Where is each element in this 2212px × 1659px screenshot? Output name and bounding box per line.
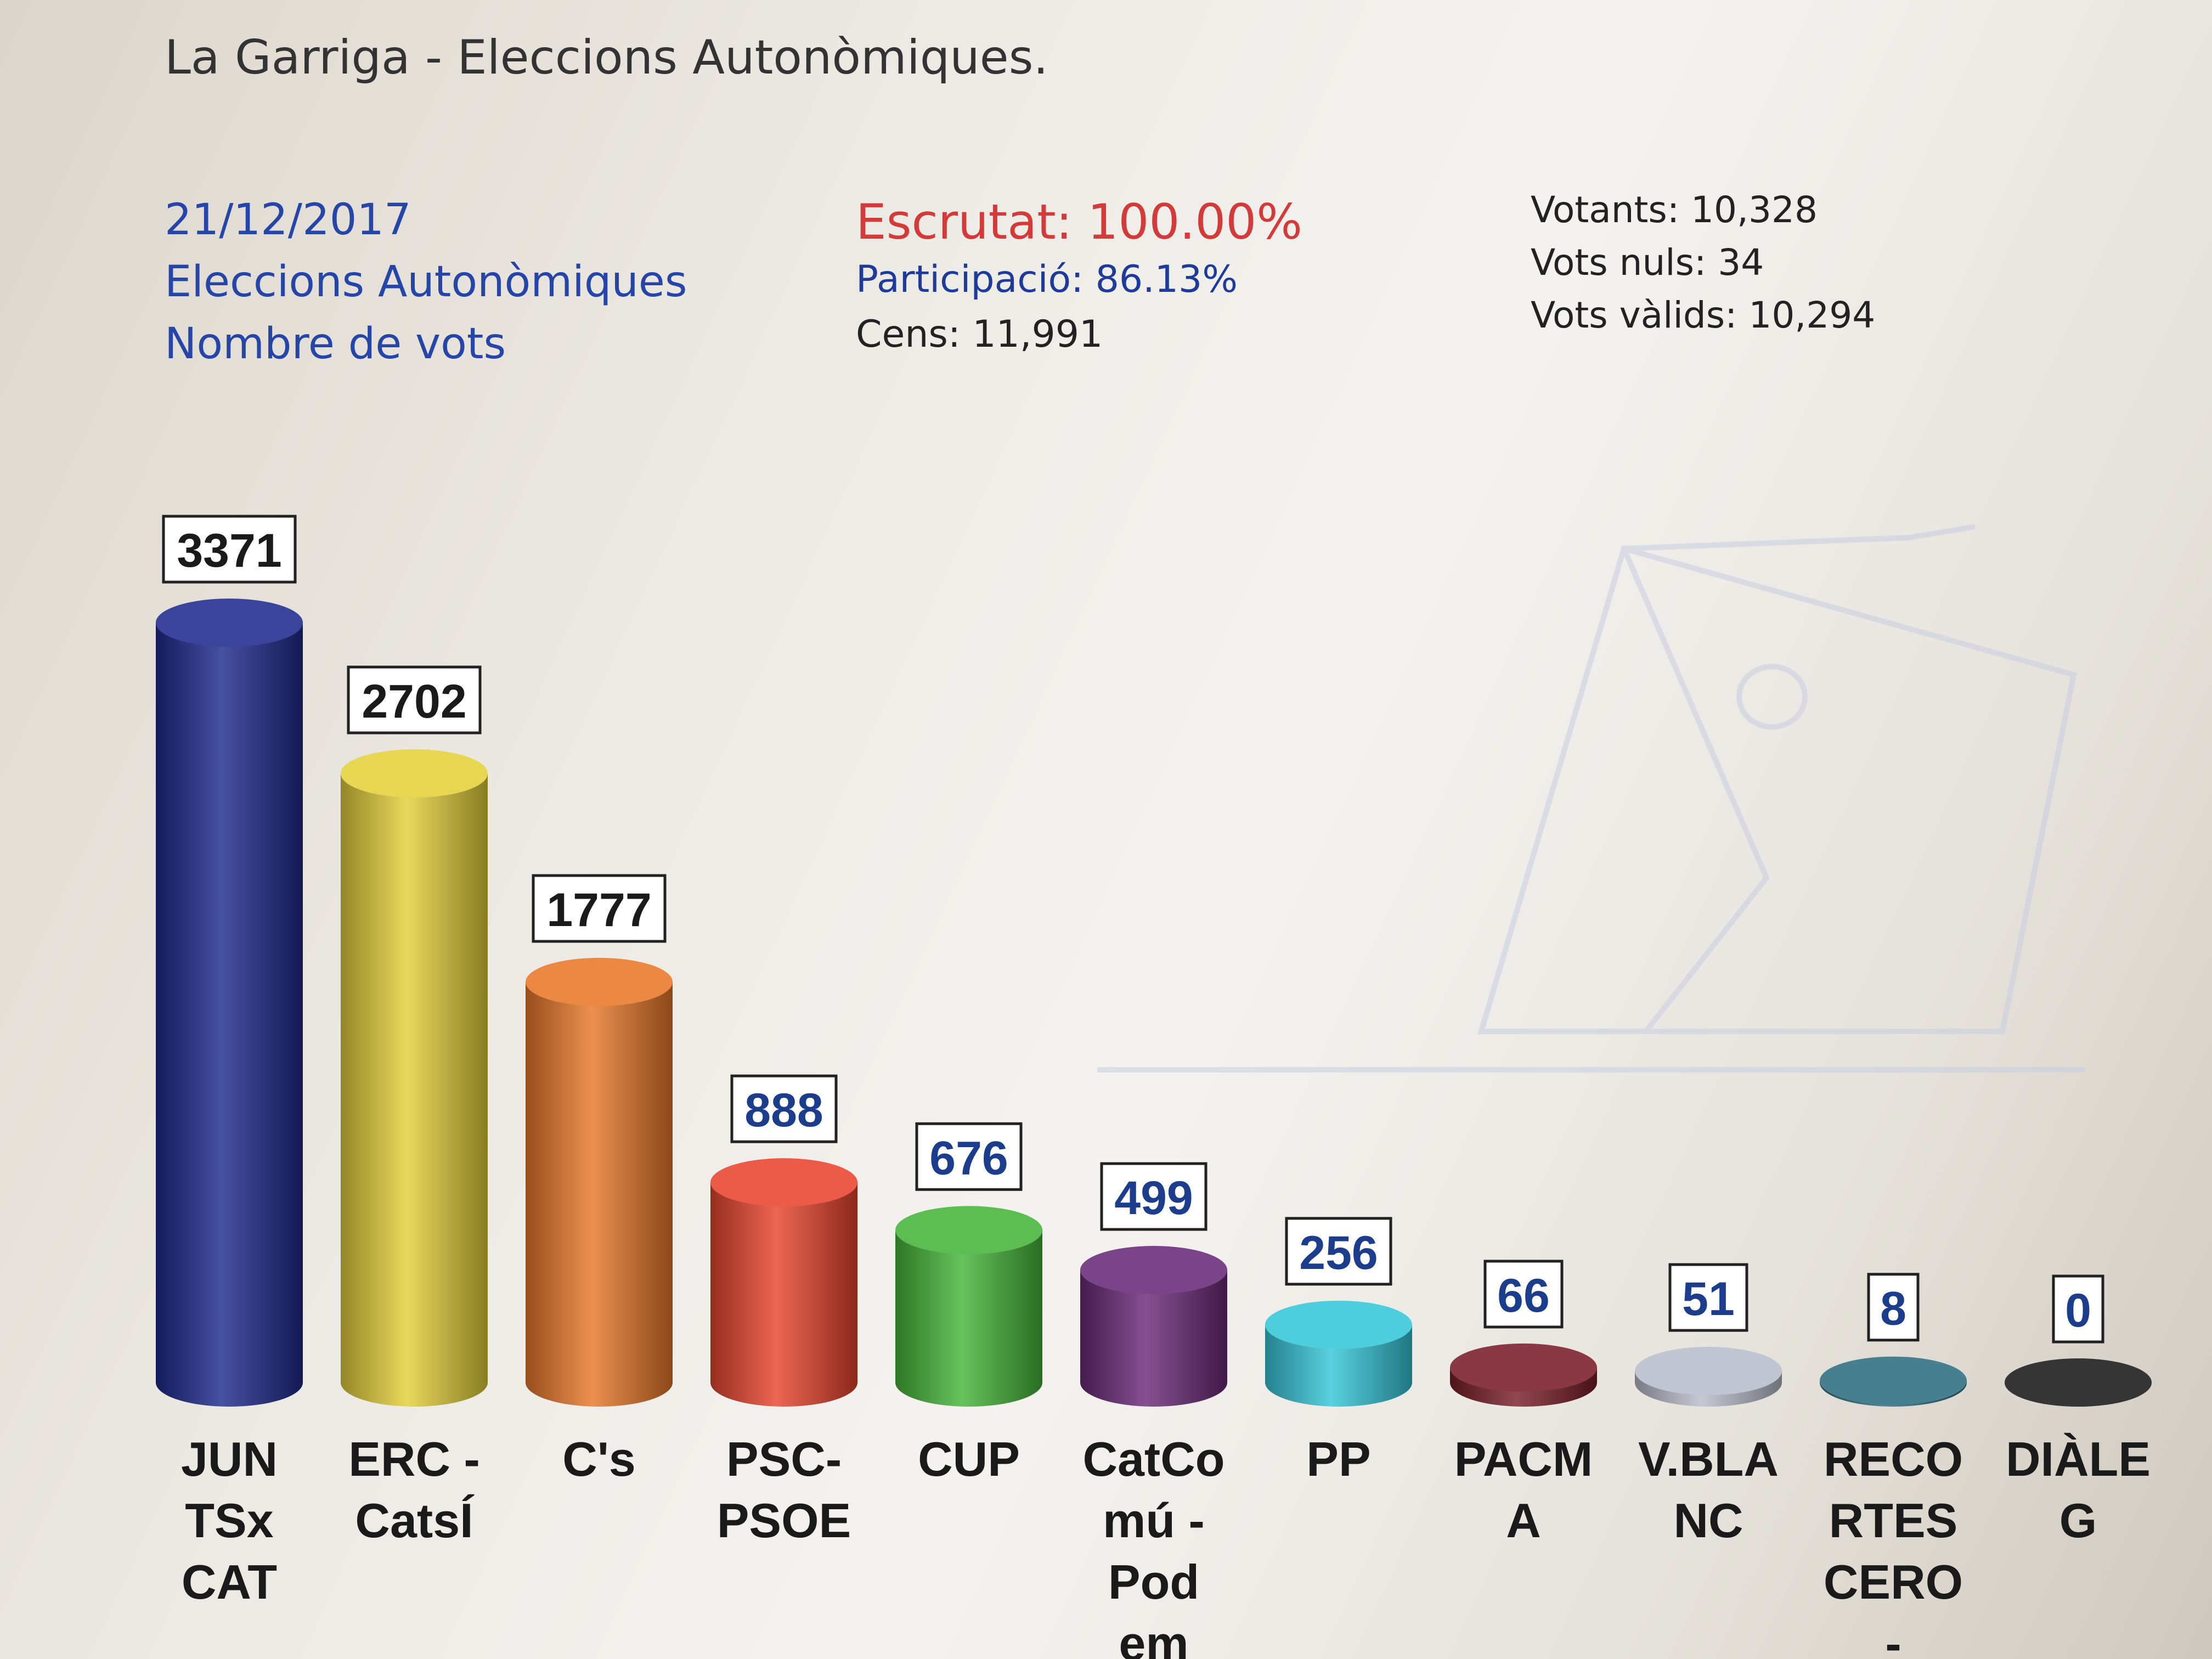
value-label: 888 — [730, 1074, 838, 1143]
value-label: 3371 — [162, 515, 297, 584]
value-label-text: 2702 — [362, 675, 466, 728]
value-label-text: 1777 — [546, 884, 651, 936]
bar-5 — [895, 1206, 1042, 1407]
participation-value: Participació: 86.13% — [856, 258, 1238, 301]
value-label: 499 — [1100, 1162, 1207, 1231]
election-date: 21/12/2017 — [165, 195, 411, 245]
category-label: V.BLA NC — [1638, 1432, 1779, 1548]
bar-10 — [1820, 1356, 1967, 1407]
category-label: RECO RTES CERO - — [1824, 1432, 1963, 1659]
value-label: 2702 — [347, 665, 482, 735]
category-label: PSC-PSOE — [717, 1432, 851, 1548]
bar-9 — [1635, 1347, 1782, 1407]
category-label: CUP — [918, 1432, 1020, 1486]
value-label-text: 888 — [744, 1084, 823, 1137]
category-label: PACM A — [1454, 1432, 1593, 1548]
value-label-text: 676 — [929, 1132, 1008, 1184]
bar-2 — [341, 749, 488, 1407]
value-label: 256 — [1285, 1217, 1392, 1286]
category-label: JUN TSx CAT — [181, 1432, 278, 1609]
value-label-text: 3371 — [177, 524, 281, 577]
bar-6 — [1080, 1245, 1227, 1407]
null-votes-count: Vots nuls: 34 — [1531, 241, 1764, 284]
bar-7 — [1265, 1300, 1412, 1407]
category-label: CatCo mú -Pod em — [1082, 1432, 1224, 1659]
value-label: 676 — [915, 1122, 1023, 1191]
value-label-text: 66 — [1497, 1269, 1550, 1322]
value-label-text: 0 — [2065, 1284, 2091, 1337]
info-left-panel: 21/12/2017 Eleccions Autonòmiques Nombre… — [165, 189, 687, 375]
bar-8 — [1450, 1343, 1597, 1407]
value-label-text: 8 — [1880, 1283, 1906, 1335]
valid-votes-count: Vots vàlids: 10,294 — [1531, 294, 1876, 336]
measure-label: Nombre de vots — [165, 319, 506, 369]
value-label: 51 — [1668, 1263, 1748, 1332]
category-label: ERC -CatsÍ — [348, 1432, 480, 1548]
info-right-panel: Votants: 10,328 Vots nuls: 34 Vots vàlid… — [1531, 184, 1875, 342]
bar-1 — [156, 599, 303, 1407]
bar-11 — [2005, 1358, 2152, 1407]
value-label: 0 — [2052, 1274, 2104, 1344]
census-value: Cens: 11,991 — [856, 313, 1103, 356]
category-label: C's — [562, 1432, 635, 1486]
value-label: 1777 — [532, 874, 667, 943]
page-title: La Garriga - Eleccions Autonòmiques. — [165, 30, 1048, 85]
category-label: PP — [1306, 1432, 1370, 1486]
value-label-text: 256 — [1299, 1227, 1378, 1279]
value-label: 8 — [1867, 1273, 1920, 1342]
value-label-text: 499 — [1114, 1172, 1193, 1224]
value-label: 66 — [1483, 1260, 1564, 1329]
bar-3 — [526, 957, 673, 1407]
bar-4 — [710, 1158, 857, 1407]
category-label: DIÀLE G — [2006, 1432, 2151, 1548]
scrutinized-status: Escrutat: 100.00% — [856, 194, 1302, 250]
info-mid-panel: Escrutat: 100.00% Participació: 86.13% C… — [856, 192, 1302, 362]
voters-count: Votants: 10,328 — [1531, 189, 1818, 231]
value-label-text: 51 — [1682, 1273, 1735, 1325]
election-name: Eleccions Autonòmiques — [165, 257, 687, 307]
